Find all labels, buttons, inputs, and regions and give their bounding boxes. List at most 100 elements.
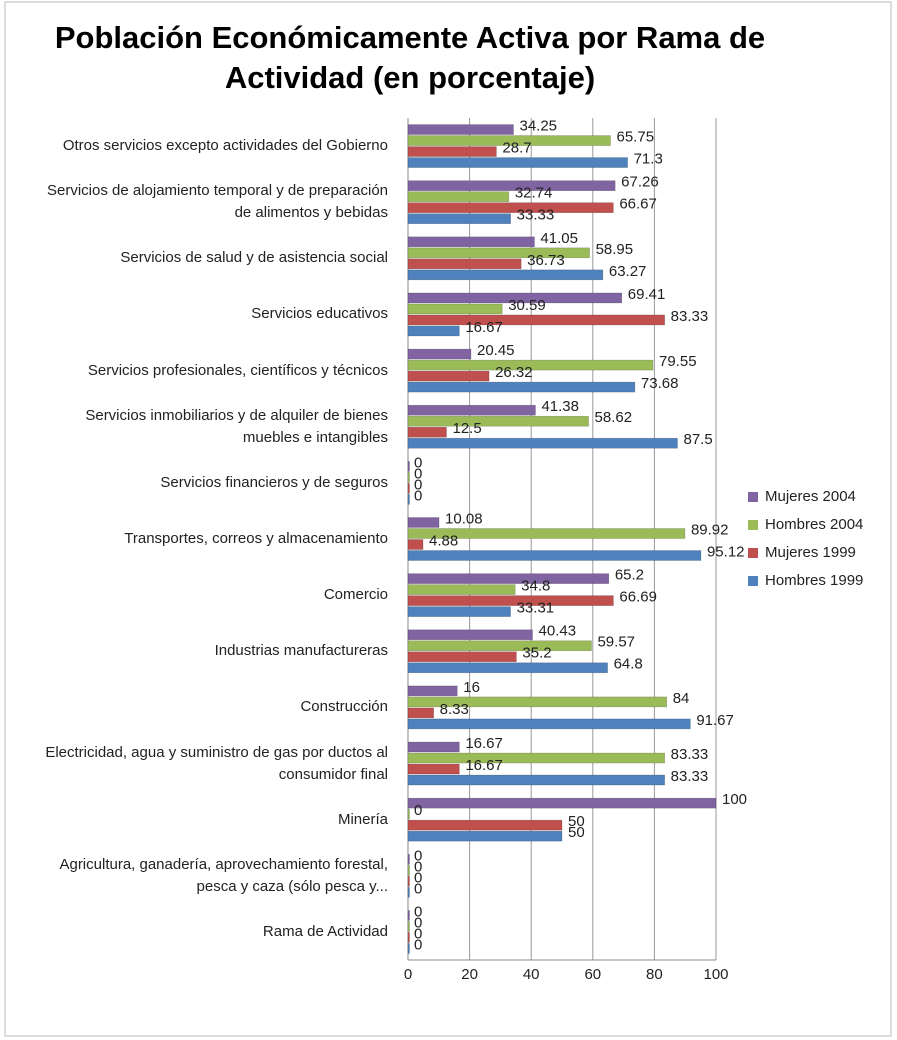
bar [407,180,616,191]
y-tick-label: Construcción [300,698,388,716]
bar [407,808,410,820]
bar [407,348,472,360]
data-label: 8.33 [440,701,469,718]
data-label: 34.8 [521,578,550,595]
data-label: 16.67 [465,319,503,336]
data-label: 12.5 [453,420,482,437]
data-label: 28.7 [502,140,531,157]
data-label: 58.62 [595,409,633,426]
bar [407,707,434,719]
bar [407,202,614,213]
bar [407,472,410,483]
data-label: 73.68 [641,375,679,392]
data-label: 84 [673,690,690,707]
data-label: 0 [414,925,422,942]
data-label: 63.27 [609,263,647,280]
bar [407,853,410,865]
data-label: 16 [463,679,480,696]
data-label: 26.32 [495,364,533,381]
bar [407,662,608,674]
data-label: 50 [568,824,585,841]
data-label: 69.41 [628,286,666,303]
data-label: 100 [722,791,747,808]
bar [407,651,517,663]
bar [407,269,604,281]
bar [407,191,510,202]
data-label: 65.2 [615,567,644,584]
data-label: 71.3 [634,151,663,168]
y-tick-label: Comercio [323,586,388,604]
x-tick-label: 40 [523,966,540,983]
bar [407,741,460,753]
data-label: 95.12 [707,543,745,560]
data-label: 58.95 [596,241,634,258]
data-label: 0 [414,465,422,482]
bar [407,314,665,326]
bar [407,135,611,146]
data-label: 34.25 [519,118,557,135]
data-label: 16.67 [465,735,503,752]
bar [407,258,522,270]
data-label: 91.67 [696,712,734,729]
bar [407,292,623,304]
bar [407,517,440,528]
bar [407,426,447,438]
bar [407,247,590,259]
bar [407,494,410,505]
data-label: 0 [414,903,422,920]
data-label: 89.92 [691,521,729,538]
y-tick-label: Industrias manufactureras [214,642,388,660]
bar [407,910,410,921]
x-tick-label: 60 [584,966,601,983]
bar [407,528,686,539]
bar [407,461,410,472]
bar [407,236,535,248]
x-tick-label: 100 [703,966,728,983]
bar [407,819,563,831]
bar [407,415,589,427]
bar [407,606,511,617]
legend-label: Hombres 1999 [765,572,863,589]
chart-border [4,1,892,1037]
bar [407,437,678,449]
legend-label: Mujeres 1999 [765,544,856,561]
bar [407,404,536,416]
bar [407,381,636,393]
data-label: 0 [414,869,422,886]
bar [407,325,460,337]
bar [407,830,563,842]
bar [407,584,516,595]
data-label: 66.69 [619,589,657,606]
bar [407,921,410,932]
legend-swatch [748,576,758,586]
data-label: 83.33 [671,746,709,763]
data-label: 0 [414,914,422,931]
y-tick-label: Minería [337,810,388,828]
data-label: 0 [414,936,422,953]
data-label: 64.8 [614,656,643,673]
bar [407,539,424,550]
bar [407,550,702,561]
bar [407,875,410,887]
x-tick-label: 20 [461,966,478,983]
y-tick-label: Servicios de alojamiento temporal y de p… [46,182,388,222]
y-tick-label: Otros servicios excepto actividades del … [62,137,388,155]
data-label: 0 [414,880,422,897]
data-label: 33.33 [517,207,555,224]
bar [407,146,497,157]
data-label: 66.67 [619,196,657,213]
y-tick-label: Servicios financieros y de seguros [160,473,388,491]
chart-title: Población Económicamente Activa por Rama… [54,20,766,95]
data-label: 10.08 [445,510,483,527]
y-tick-label: Electricidad, agua y suministro de gas p… [45,743,388,783]
data-label: 0 [414,476,422,493]
bar [407,157,628,168]
data-label: 4.88 [429,532,458,549]
data-label: 83.33 [671,768,709,785]
data-label: 41.38 [541,398,579,415]
y-tick-label: Transportes, correos y almacenamiento [124,530,388,547]
legend-label: Mujeres 2004 [765,488,856,505]
bar [407,303,503,315]
data-label: 79.55 [659,353,697,370]
